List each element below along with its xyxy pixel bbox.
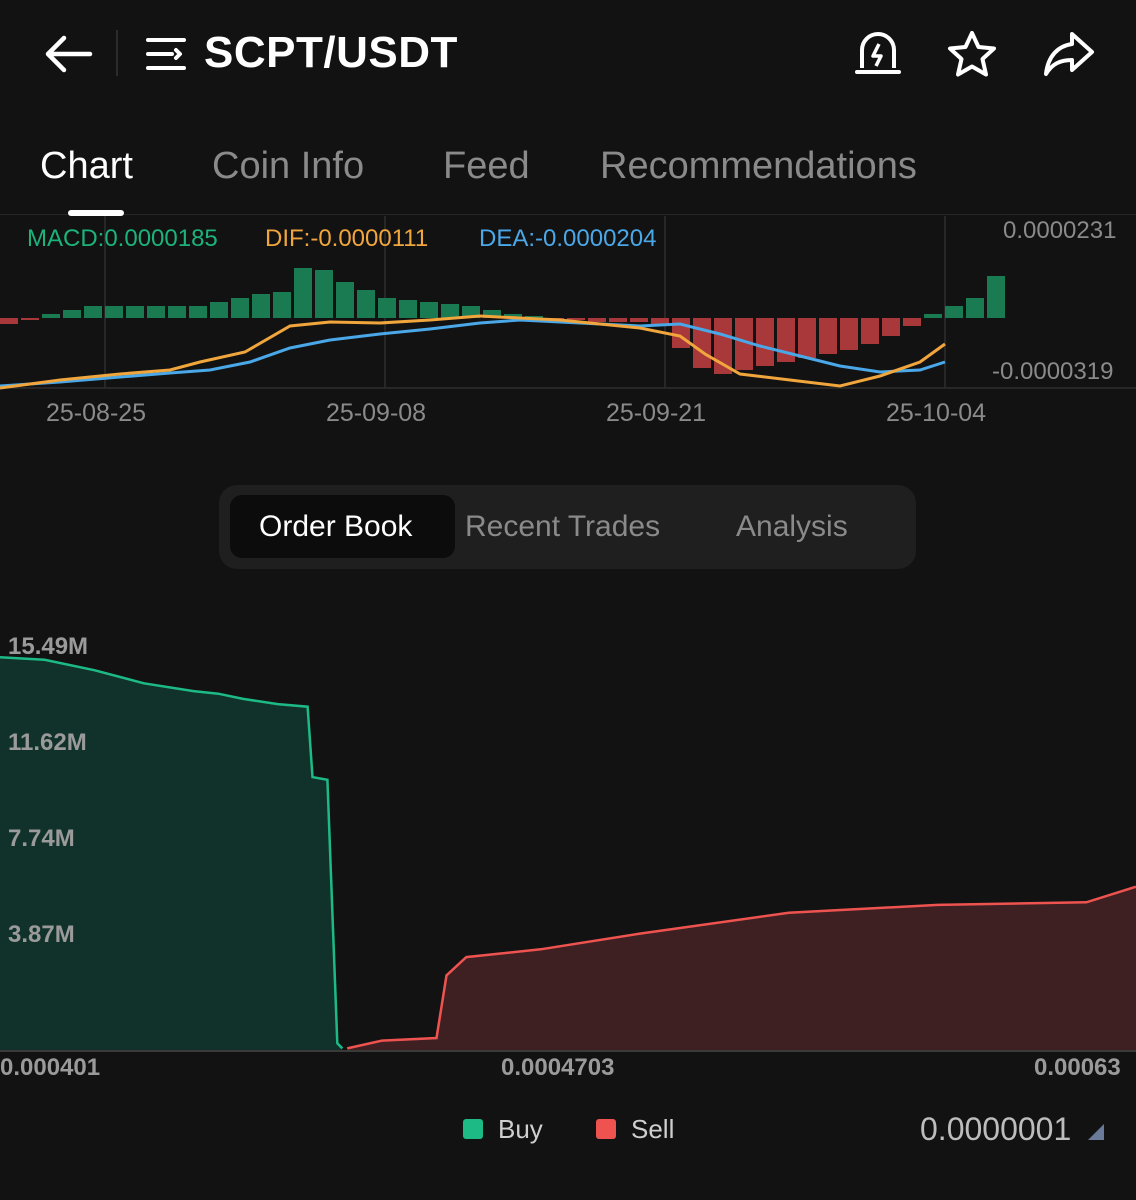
tab-coin-info[interactable]: Coin Info xyxy=(212,145,365,187)
macd-bar xyxy=(273,292,291,318)
legend-buy: Buy xyxy=(498,1114,543,1144)
tabs-divider xyxy=(0,214,1136,215)
macd-bar xyxy=(819,318,837,354)
macd-bar xyxy=(336,282,354,318)
star-icon xyxy=(948,31,996,77)
pair-title[interactable]: SCPT/USDT xyxy=(204,28,458,77)
tab-feed[interactable]: Feed xyxy=(443,145,530,187)
x-axis-label: 0.000401 xyxy=(0,1054,101,1081)
macd-bar xyxy=(798,318,816,358)
tab-chart[interactable]: Chart xyxy=(40,145,133,187)
macd-bar xyxy=(252,294,270,318)
dropdown-triangle-icon[interactable] xyxy=(1088,1124,1104,1140)
segment-active-indicator xyxy=(230,495,455,558)
macd-bar xyxy=(756,318,774,366)
macd-bar xyxy=(651,318,669,324)
macd-bar xyxy=(693,318,711,368)
dea-value: DEA:-0.0000204 xyxy=(479,225,657,252)
dea-line xyxy=(0,318,946,388)
back-arrow-icon xyxy=(45,35,93,73)
macd-bar xyxy=(861,318,879,344)
price-alert-button[interactable] xyxy=(850,28,906,82)
segment-order-book[interactable]: Order Book xyxy=(259,510,413,543)
buy-depth-area xyxy=(0,657,343,1051)
macd-bar xyxy=(609,318,627,322)
macd-histogram xyxy=(0,268,1005,374)
macd-bar xyxy=(945,306,963,318)
precision-selector[interactable]: 0.0000001 xyxy=(920,1111,1072,1147)
macd-bar xyxy=(189,306,207,318)
macd-bar xyxy=(0,318,18,324)
sell-depth-area xyxy=(347,886,1136,1051)
x-axis-label: 0.0004703 xyxy=(501,1054,615,1081)
macd-bar xyxy=(168,306,186,318)
macd-bar xyxy=(924,314,942,318)
macd-bar xyxy=(210,302,228,318)
macd-bar xyxy=(987,276,1005,318)
macd-bar xyxy=(42,314,60,318)
macd-bar xyxy=(126,306,144,318)
macd-bar xyxy=(525,316,543,318)
share-button[interactable] xyxy=(1040,26,1098,82)
macd-bar xyxy=(378,298,396,318)
macd-bar xyxy=(84,306,102,318)
date-label: 25-10-04 xyxy=(886,399,987,427)
y-axis-label: 15.49M xyxy=(8,633,89,660)
header-divider xyxy=(116,30,118,76)
date-label: 25-09-08 xyxy=(326,399,427,427)
macd-bar xyxy=(840,318,858,350)
macd-axis-bottom: -0.0000319 xyxy=(992,358,1114,385)
macd-bar xyxy=(420,302,438,318)
macd-bar xyxy=(441,304,459,318)
macd-bar xyxy=(903,318,921,326)
back-button[interactable] xyxy=(40,28,96,80)
macd-bar xyxy=(966,298,984,318)
macd-value: MACD:0.0000185 xyxy=(27,225,218,252)
macd-bar xyxy=(567,318,585,320)
macd-bar xyxy=(483,310,501,318)
macd-bar xyxy=(588,318,606,322)
active-tab-indicator xyxy=(68,210,124,216)
macd-bar xyxy=(735,318,753,370)
favorite-button[interactable] xyxy=(944,28,1000,82)
macd-bar xyxy=(294,268,312,318)
sell-depth-line xyxy=(346,885,1136,1050)
macd-axis-top: 0.0000231 xyxy=(1003,217,1117,244)
macd-bar xyxy=(231,298,249,318)
date-label: 25-08-25 xyxy=(46,399,147,427)
macd-bar xyxy=(21,318,39,320)
menu-icon xyxy=(146,38,186,70)
date-label: 25-09-21 xyxy=(606,399,707,427)
tab-recommendations[interactable]: Recommendations xyxy=(600,145,917,187)
sell-swatch xyxy=(596,1119,616,1139)
macd-bar xyxy=(504,314,522,318)
macd-bar xyxy=(399,300,417,318)
share-icon xyxy=(1044,32,1094,76)
buy-swatch xyxy=(463,1119,483,1139)
macd-bar xyxy=(63,310,81,318)
macd-bar xyxy=(672,318,690,348)
macd-bar xyxy=(315,270,333,318)
macd-bar xyxy=(105,306,123,318)
y-axis-label: 11.62M xyxy=(8,729,87,756)
depth-chart[interactable] xyxy=(0,600,1136,1060)
dif-value: DIF:-0.0000111 xyxy=(265,225,429,252)
macd-bar xyxy=(147,306,165,318)
dif-line xyxy=(0,314,946,390)
buy-depth-line xyxy=(0,655,344,1050)
segment-recent-trades[interactable]: Recent Trades xyxy=(465,510,661,543)
macd-bar xyxy=(882,318,900,336)
legend-sell: Sell xyxy=(631,1114,675,1144)
macd-bar xyxy=(357,290,375,318)
x-axis-label: 0.00063 xyxy=(1034,1054,1121,1081)
price-alert-icon xyxy=(855,32,901,74)
y-axis-label: 3.87M xyxy=(8,921,75,948)
macd-bar xyxy=(630,318,648,322)
macd-chart[interactable] xyxy=(0,216,1136,396)
y-axis-label: 7.74M xyxy=(8,825,75,852)
pair-menu-button[interactable] xyxy=(144,36,188,72)
segment-analysis[interactable]: Analysis xyxy=(736,510,848,543)
